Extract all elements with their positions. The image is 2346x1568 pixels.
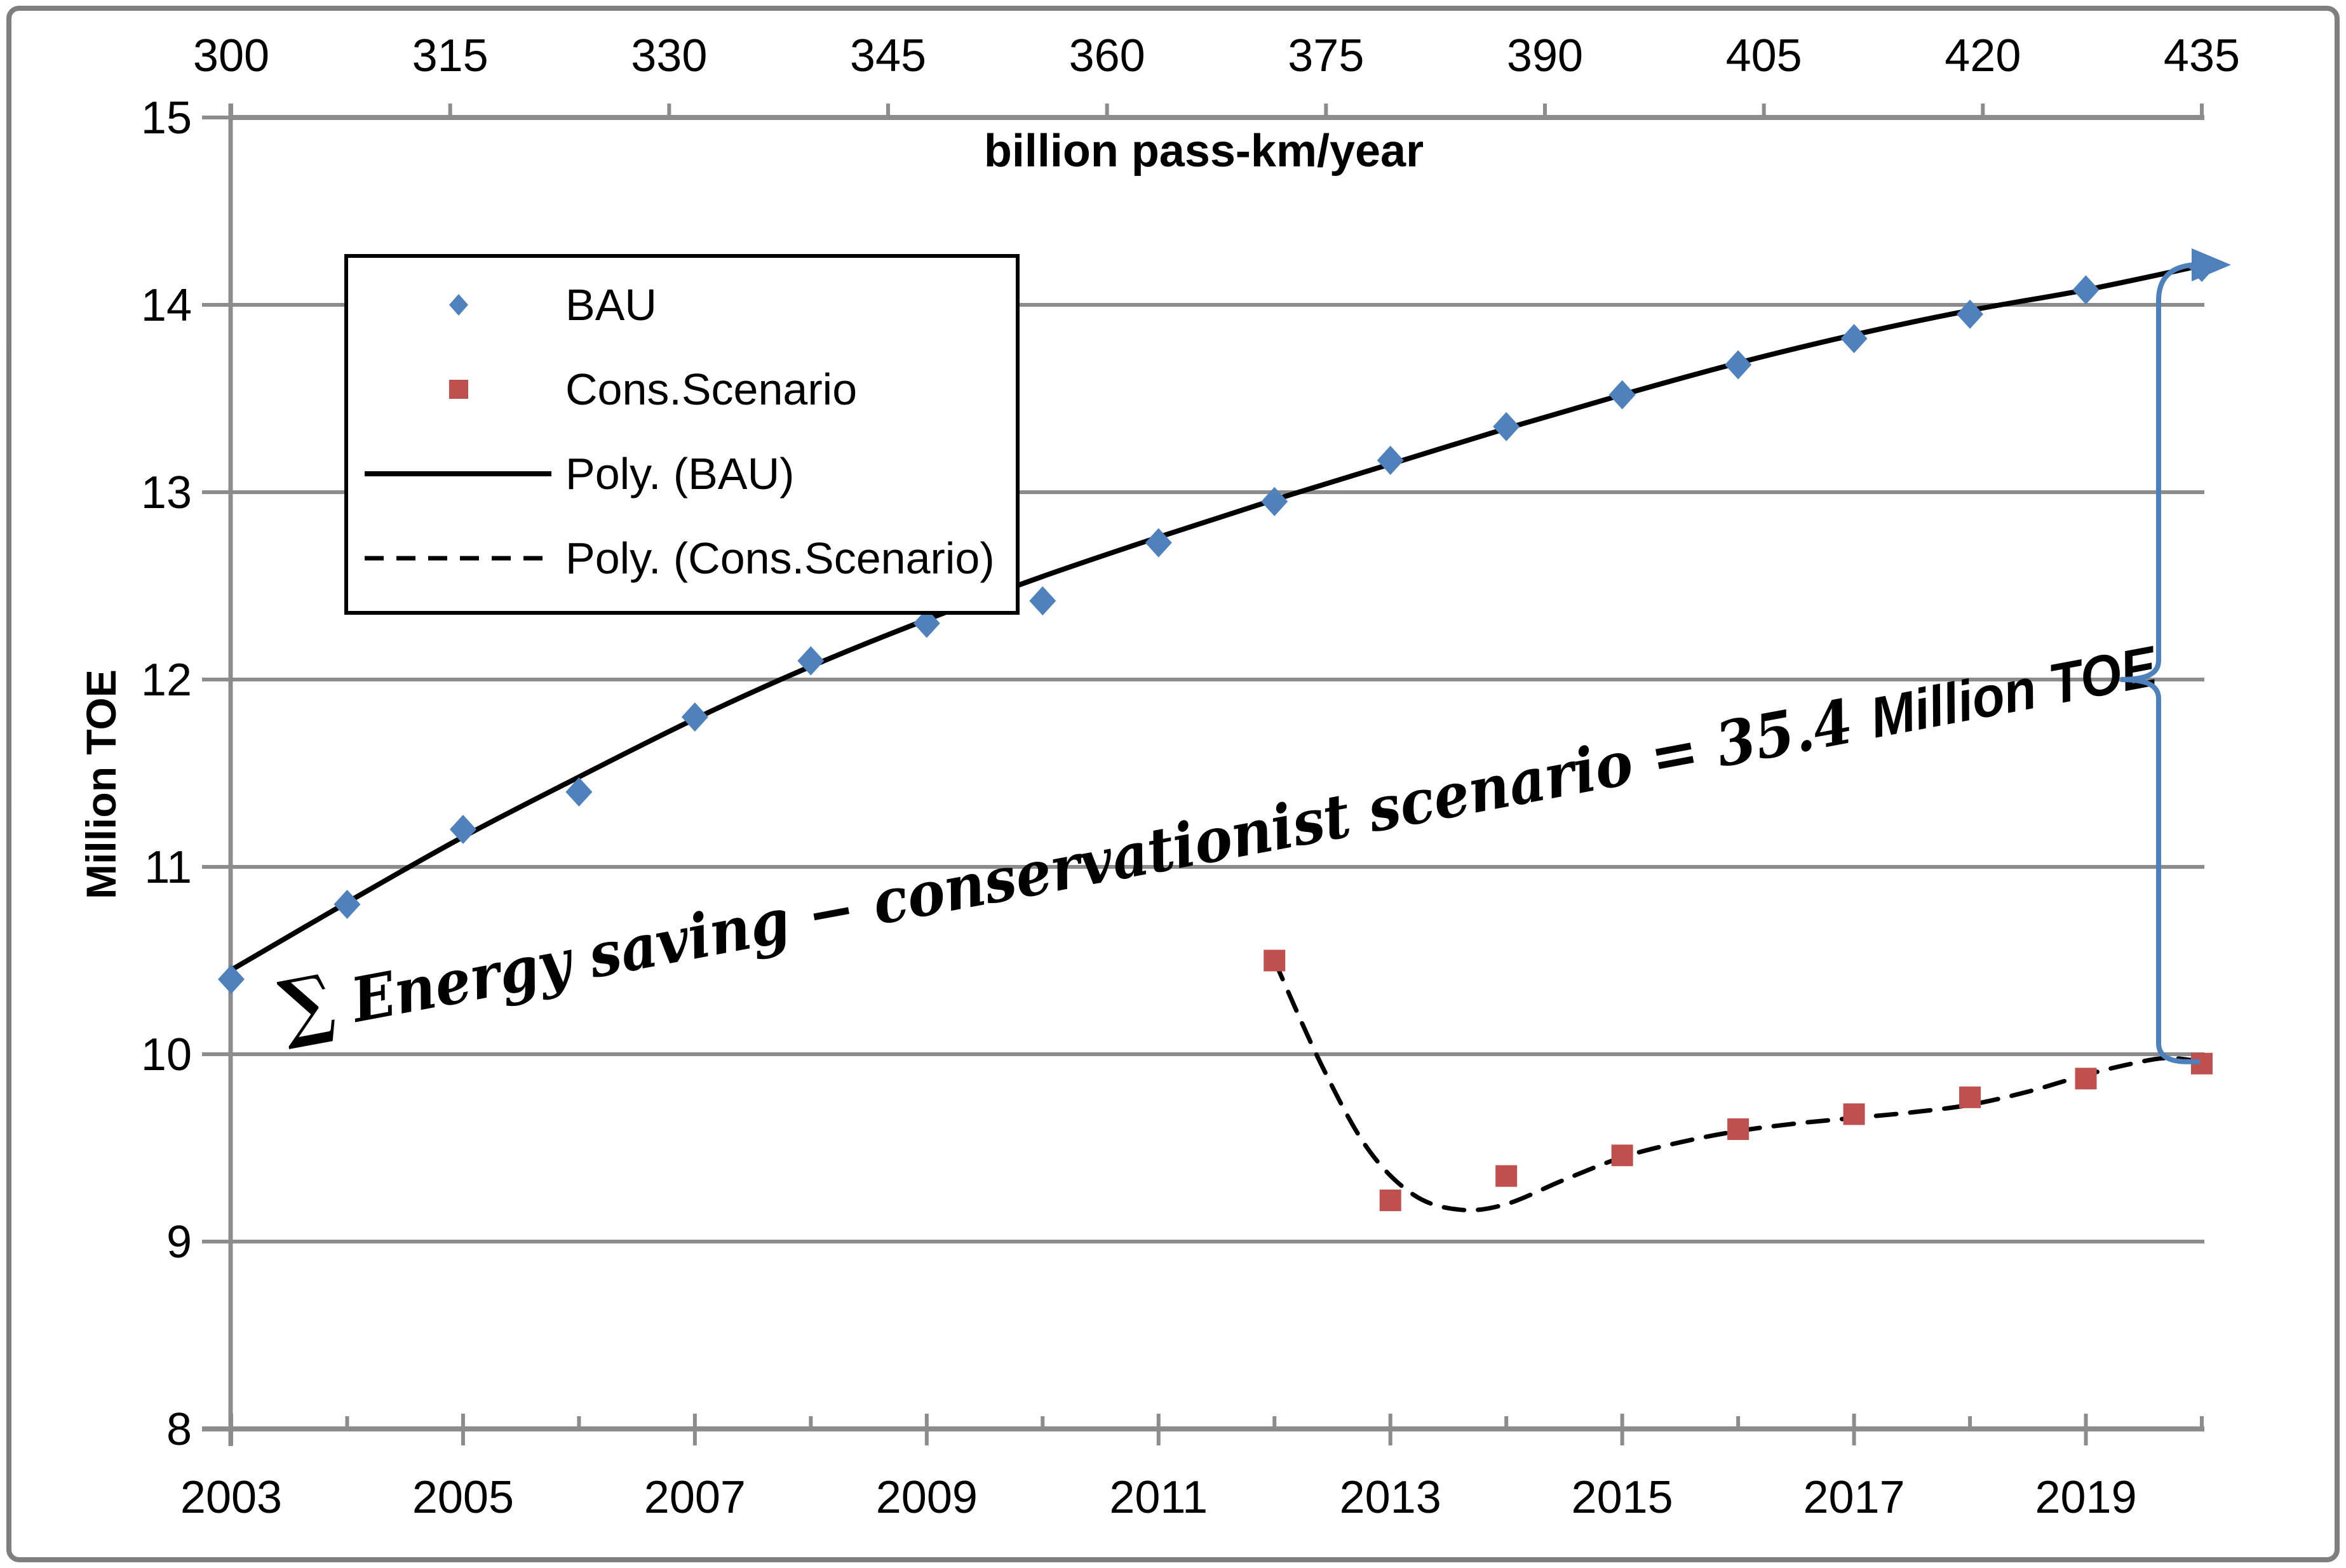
- top-axis-tick-label: 390: [1507, 30, 1583, 81]
- y-axis-tick-label: 11: [144, 842, 192, 893]
- top-axis-tick-label: 405: [1726, 30, 1802, 81]
- gap-brace-arrowhead: [2192, 248, 2231, 281]
- legend-item-label: Poly. (Cons.Scenario): [565, 533, 995, 583]
- cons-marker: [1264, 949, 1286, 972]
- legend-item-label: Cons.Scenario: [565, 365, 857, 414]
- y-axis-tick-label: 8: [166, 1404, 192, 1455]
- top-axis-tick-label: 360: [1069, 30, 1145, 81]
- bau-marker: [1377, 445, 1404, 475]
- bottom-axis-tick-label: 2019: [2035, 1472, 2136, 1523]
- annotation-main: Energy saving − conservationist scenario…: [327, 681, 1877, 1040]
- top-axis-title: billion pass-km/year: [984, 126, 1424, 177]
- chart-outer-border: [6, 6, 2340, 1562]
- top-axis-tick-label: 300: [193, 30, 269, 81]
- bottom-axis-tick-label: 2005: [412, 1472, 514, 1523]
- axes: [202, 104, 2204, 1446]
- bau-marker: [1840, 324, 1868, 354]
- top-axis-tick-label: 345: [850, 30, 926, 81]
- bau-marker: [1261, 486, 1288, 516]
- y-axis-tick-label: 12: [141, 655, 192, 706]
- cons-marker: [1379, 1189, 1401, 1212]
- axis-ticks: [202, 104, 2204, 1445]
- y-axis-tick-label: 13: [141, 467, 192, 518]
- tick-labels: 300 315 330 345 360 375 390 405 420 435 2003 2005 20…: [141, 30, 2240, 1523]
- bau-marker: [2072, 275, 2100, 305]
- bottom-axis-tick-label: 2017: [1803, 1472, 1905, 1523]
- bau-marker: [913, 608, 940, 638]
- bau-marker: [681, 702, 708, 732]
- top-axis-tick-label: 375: [1288, 30, 1364, 81]
- legend-item-label: BAU: [565, 280, 657, 330]
- cons-marker: [1843, 1103, 1865, 1125]
- bau-marker: [1957, 299, 1984, 329]
- bau-marker: [449, 815, 476, 844]
- top-axis-tick-label: 315: [412, 30, 489, 81]
- bau-marker: [334, 890, 361, 919]
- cons-marker: [1495, 1165, 1518, 1187]
- y-axis-tick-label: 14: [141, 280, 192, 331]
- bau-marker: [1029, 586, 1056, 616]
- legend-box: [344, 254, 1020, 615]
- annotation-suffix: Million TOE: [1865, 634, 2163, 751]
- bau-marker: [1608, 380, 1636, 410]
- cons-marker: [1611, 1144, 1633, 1167]
- cons-marker: [1959, 1086, 1981, 1108]
- data-points: [218, 253, 2215, 1212]
- bau-marker: [1145, 528, 1172, 558]
- legend: BAU Cons.Scenario Poly. (BAU) Poly. (Cons.S…: [344, 254, 1020, 615]
- bottom-axis-tick-label: 2011: [1109, 1472, 1208, 1523]
- legend-square-icon: [449, 380, 468, 399]
- bau-marker: [218, 965, 245, 994]
- top-axis-tick-label: 330: [631, 30, 707, 81]
- legend-diamond-icon: [449, 294, 468, 316]
- bottom-axis-tick-label: 2009: [876, 1472, 978, 1523]
- cons-marker: [2075, 1068, 2097, 1090]
- bottom-axis-tick-label: 2007: [644, 1472, 746, 1523]
- bottom-axis-tick-label: 2015: [1572, 1472, 1673, 1523]
- trendline-cons-dashed: [1272, 958, 2204, 1213]
- bau-marker: [1725, 350, 1752, 380]
- legend-item-label: Poly. (BAU): [565, 449, 794, 499]
- bottom-axis-tick-label: 2013: [1340, 1472, 1441, 1523]
- bau-marker: [1493, 412, 1520, 441]
- bau-marker: [797, 646, 825, 676]
- y-axis-tick-label: 10: [141, 1029, 192, 1080]
- bottom-axis-tick-label: 2003: [180, 1472, 282, 1523]
- y-axis-tick-label: 15: [141, 93, 192, 144]
- top-axis-tick-label: 435: [2164, 30, 2240, 81]
- y-axis-title: Million TOE: [78, 669, 125, 899]
- cons-marker: [1727, 1118, 1749, 1140]
- gap-brace: [2120, 262, 2201, 1064]
- bau-marker: [565, 777, 593, 807]
- top-axis-tick-label: 420: [1945, 30, 2021, 81]
- y-axis-tick-label: 9: [166, 1217, 192, 1268]
